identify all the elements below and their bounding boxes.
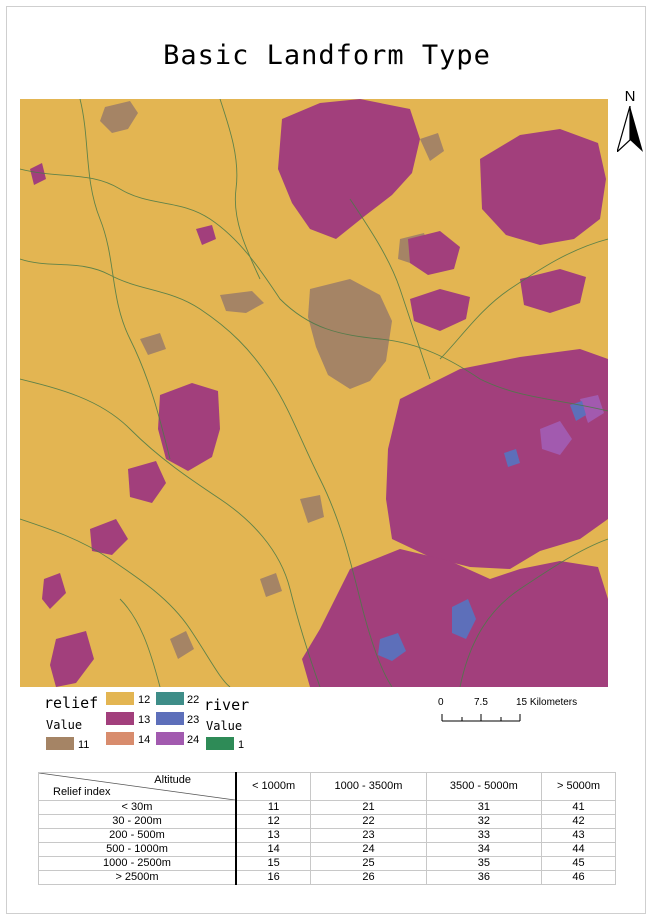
legend-label-12: 12 <box>138 694 151 706</box>
table-cell: 25 <box>310 856 427 871</box>
north-arrow-icon <box>617 106 643 152</box>
scale-tick-7-5: 7.5 <box>474 697 488 708</box>
table-row: 200 - 500m 13 23 33 43 <box>38 828 616 843</box>
river-network <box>20 99 608 687</box>
legend-label-24: 24 <box>187 734 200 746</box>
legend-river-value-label: Value <box>206 719 243 733</box>
row-label: 30 - 200m <box>38 814 237 829</box>
scale-bar-line <box>441 714 521 722</box>
legend-relief-title: relief <box>44 694 99 712</box>
row-label: < 30m <box>38 800 237 815</box>
legend-label-13: 13 <box>138 714 151 726</box>
table-cell: 32 <box>425 814 543 829</box>
table-cell: 26 <box>310 870 427 885</box>
table-cell: 45 <box>541 856 616 871</box>
col-header: > 5000m <box>541 772 616 801</box>
table-cell: 15 <box>235 856 312 871</box>
north-label: N <box>624 88 636 105</box>
table-cell: 44 <box>541 842 616 857</box>
landform-23-areas <box>378 401 586 661</box>
table-cell: 22 <box>310 814 427 829</box>
row-label: > 2500m <box>38 870 237 885</box>
relief-index-label: Relief index <box>53 786 111 798</box>
table-corner-cell: Altitude Relief index <box>38 772 237 801</box>
table-cell: 12 <box>235 814 312 829</box>
north-arrow: N <box>614 88 646 156</box>
table-cell: 46 <box>541 870 616 885</box>
landform-24-areas <box>540 395 604 455</box>
map-frame <box>6 6 646 914</box>
table-cell: 36 <box>425 870 543 885</box>
legend-swatch-24 <box>156 732 184 745</box>
table-row: 1000 - 2500m 15 25 35 45 <box>38 856 616 871</box>
table-cell: 31 <box>425 800 543 815</box>
col-header: 1000 - 3500m <box>310 772 427 801</box>
legend-swatch-23 <box>156 712 184 725</box>
col-header: 3500 - 5000m <box>425 772 543 801</box>
legend-river-title: river <box>204 696 250 714</box>
table-row: < 30m 11 21 31 41 <box>38 800 616 815</box>
table-cell: 24 <box>310 842 427 857</box>
legend-swatch-12 <box>106 692 134 705</box>
scale-tick-0: 0 <box>438 697 444 708</box>
legend-label-22: 22 <box>187 694 200 706</box>
table-cell: 42 <box>541 814 616 829</box>
legend-swatch-14 <box>106 732 134 745</box>
corner-diagonal <box>39 773 235 800</box>
table-cell: 14 <box>235 842 312 857</box>
legend-swatch-11 <box>46 737 74 750</box>
table-cell: 34 <box>425 842 543 857</box>
map-title: Basic Landform Type <box>163 40 491 71</box>
legend-label-23: 23 <box>187 714 200 726</box>
altitude-label: Altitude <box>154 774 191 786</box>
legend-label-river: 1 <box>238 739 245 751</box>
table-header-row: Altitude Relief index < 1000m 1000 - 350… <box>38 772 616 801</box>
table-cell: 43 <box>541 828 616 843</box>
scale-bar: 0 7.5 15 Kilometers <box>438 697 598 727</box>
table-row: 500 - 1000m 14 24 34 44 <box>38 842 616 857</box>
col-header: < 1000m <box>235 772 312 801</box>
legend-swatch-13 <box>106 712 134 725</box>
scale-tick-15: 15 Kilometers <box>516 697 578 708</box>
row-label: 500 - 1000m <box>38 842 237 857</box>
legend-label-14: 14 <box>138 734 151 746</box>
legend-swatch-22 <box>156 692 184 705</box>
table-row: 30 - 200m 12 22 32 42 <box>38 814 616 829</box>
table-row: > 2500m 16 26 36 46 <box>38 870 616 885</box>
relief-altitude-table: Altitude Relief index < 1000m 1000 - 350… <box>38 772 616 885</box>
table-cell: 16 <box>235 870 312 885</box>
landform-map <box>20 99 608 687</box>
legend-label-11: 11 <box>78 739 90 751</box>
legend-relief-value-label: Value <box>46 718 83 732</box>
table-cell: 35 <box>425 856 543 871</box>
table-cell: 33 <box>425 828 543 843</box>
legend: relief Value 11 12 13 14 22 23 24 river … <box>44 692 264 756</box>
table-cell: 21 <box>310 800 427 815</box>
table-cell: 23 <box>310 828 427 843</box>
legend-swatch-river <box>206 737 234 750</box>
table-cell: 41 <box>541 800 616 815</box>
row-label: 1000 - 2500m <box>38 856 237 871</box>
table-cell: 13 <box>235 828 312 843</box>
table-cell: 11 <box>235 800 312 815</box>
row-label: 200 - 500m <box>38 828 237 843</box>
